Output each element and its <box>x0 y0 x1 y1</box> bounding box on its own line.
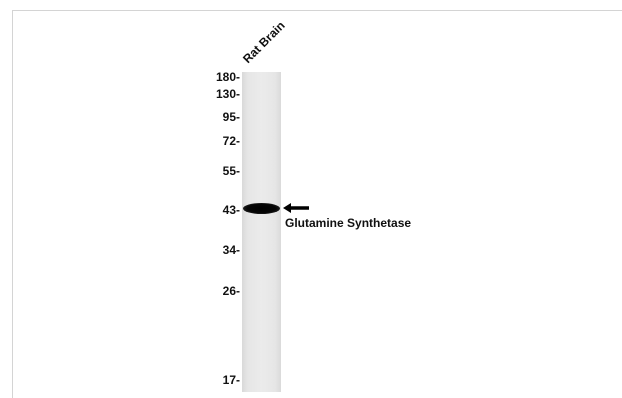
marker-55: 55- <box>222 164 240 178</box>
marker-180: 180- <box>215 70 240 84</box>
lane-label: Rat Brain <box>240 18 288 67</box>
protein-label: Glutamine Synthetase <box>285 216 412 230</box>
marker-43: 43- <box>222 203 240 217</box>
marker-34: 34- <box>222 243 240 257</box>
marker-26: 26- <box>222 284 240 298</box>
marker-17: 17- <box>222 373 240 387</box>
marker-130: 130- <box>215 87 240 101</box>
protein-band <box>243 203 280 214</box>
blot-lane <box>242 72 281 392</box>
arrow-left-icon <box>283 203 309 213</box>
frame-top-border <box>12 10 622 11</box>
marker-95: 95- <box>222 110 240 124</box>
frame-left-border <box>12 10 13 398</box>
marker-72: 72- <box>222 134 240 148</box>
